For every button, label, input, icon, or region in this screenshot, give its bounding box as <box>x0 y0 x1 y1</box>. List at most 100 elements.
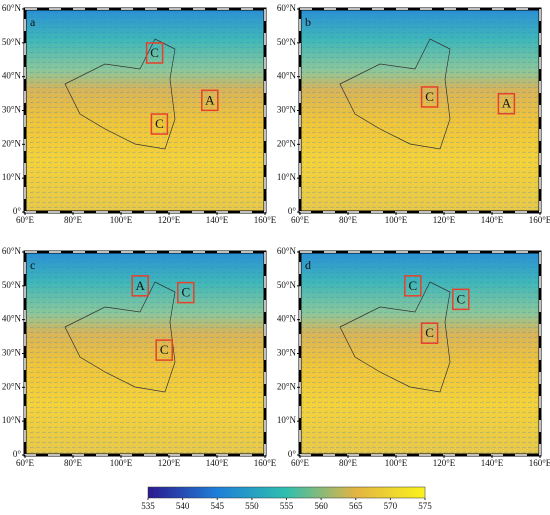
lat-tick-label: 0° <box>288 206 297 216</box>
lat-tick-label: 50°N <box>2 37 22 47</box>
panels: 0° 10°N 20°N 30°N 40°N 50°N 60°N 60°E 80°E 100°E 1… <box>2 3 550 468</box>
map-panel: 0° 10°N 20°N 30°N 40°N 50°N 60°N 60°E 80°E 100°E 1… <box>277 3 550 225</box>
lat-tick-label: 40°N <box>2 314 22 324</box>
lon-tick-label: 80°E <box>64 458 83 468</box>
country-outline <box>339 281 451 393</box>
marker-label: C <box>155 116 164 131</box>
frame-dash <box>299 251 541 456</box>
country-outline <box>64 38 176 150</box>
lat-tick-label: 30°N <box>2 348 22 358</box>
marker-box <box>404 275 422 297</box>
lat-tick-label: 30°N <box>277 105 297 115</box>
frame-dash <box>299 8 541 213</box>
marker-label: C <box>181 285 190 300</box>
colorbar-tick-label: 560 <box>314 501 328 511</box>
panel-label: d <box>305 258 311 272</box>
lat-tick-label: 60°N <box>277 3 297 13</box>
lon-tick-label: 140°E <box>206 215 229 225</box>
frame-dash <box>24 251 266 456</box>
lat-tick-label: 60°N <box>2 3 22 13</box>
marker-box <box>420 86 439 108</box>
marker-box <box>201 89 219 112</box>
marker-box <box>150 113 169 135</box>
marker-label: A <box>205 92 215 107</box>
colorbar-tick-label: 540 <box>176 501 190 511</box>
lon-tick-label: 140°E <box>481 458 504 468</box>
lon-tick-label: 60°E <box>16 458 35 468</box>
lat-tick-label: 40°N <box>2 71 22 81</box>
lon-tick-label: 120°E <box>158 458 181 468</box>
lon-tick-label: 80°E <box>339 458 358 468</box>
map-panel: 0° 10°N 20°N 30°N 40°N 50°N 60°N 60°E 80°E 100°E 1… <box>2 246 277 468</box>
lon-tick-label: 160°E <box>529 215 550 225</box>
wind-vectors <box>25 252 265 455</box>
marker-label: C <box>160 342 169 357</box>
marker-label: A <box>136 278 146 293</box>
panel-label: b <box>305 15 311 29</box>
marker-box <box>155 339 173 361</box>
colorbar-tick-label: 555 <box>280 501 294 511</box>
marker-box <box>497 92 516 115</box>
lon-tick-label: 160°E <box>254 215 277 225</box>
lon-tick-label: 100°E <box>110 458 133 468</box>
lon-tick-label: 140°E <box>206 458 229 468</box>
lat-tick-label: 0° <box>13 206 22 216</box>
colorbar-tick-label: 570 <box>384 501 398 511</box>
lon-tick-label: 100°E <box>110 215 133 225</box>
colorbar-scale <box>147 486 426 499</box>
wind-vectors <box>300 9 540 212</box>
lat-tick-label: 60°N <box>277 246 297 256</box>
panel-label: c <box>30 258 35 272</box>
lat-tick-label: 0° <box>13 449 22 459</box>
marker-box <box>177 281 195 304</box>
marker-label: C <box>425 89 434 104</box>
lat-tick-label: 50°N <box>277 37 297 47</box>
colorbar-tick-label: 545 <box>211 501 225 511</box>
lon-tick-label: 80°E <box>339 215 358 225</box>
lon-tick-label: 60°E <box>291 215 310 225</box>
map-panel: 0° 10°N 20°N 30°N 40°N 50°N 60°N 60°E 80°E 100°E 1… <box>277 246 550 468</box>
lon-tick-label: 160°E <box>529 458 550 468</box>
lat-tick-label: 40°N <box>277 71 297 81</box>
marker-box <box>420 322 439 344</box>
marker-label: C <box>425 325 434 340</box>
lat-tick-label: 50°N <box>277 280 297 290</box>
lat-tick-label: 60°N <box>2 246 22 256</box>
marker-label: C <box>456 291 465 306</box>
map-panel: 0° 10°N 20°N 30°N 40°N 50°N 60°N 60°E 80°E 100°E 1… <box>2 3 277 225</box>
lon-tick-label: 100°E <box>385 215 408 225</box>
wind-vectors <box>300 252 540 455</box>
wind-vectors <box>25 9 265 212</box>
lat-tick-label: 40°N <box>277 314 297 324</box>
marker-box <box>131 275 149 297</box>
lon-tick-label: 100°E <box>385 458 408 468</box>
lat-tick-label: 20°N <box>2 138 22 148</box>
marker-label: C <box>408 278 417 293</box>
lon-tick-label: 120°E <box>433 215 456 225</box>
lat-tick-label: 30°N <box>277 348 297 358</box>
lon-tick-label: 140°E <box>481 215 504 225</box>
colorbar-tick-label: 575 <box>418 501 432 511</box>
lat-tick-label: 10°N <box>277 172 297 182</box>
lat-tick-label: 10°N <box>2 415 22 425</box>
colorbar-tick-label: 550 <box>245 501 259 511</box>
marker-label: A <box>502 96 512 111</box>
marker-label: C <box>150 45 159 60</box>
lat-tick-label: 20°N <box>277 381 297 391</box>
country-outline <box>339 38 451 150</box>
colorbar: 535 540 545 550 555 560 565 570 575 <box>141 486 432 511</box>
marker-box <box>452 288 470 311</box>
lat-tick-label: 20°N <box>2 381 22 391</box>
lon-tick-label: 60°E <box>291 458 310 468</box>
lon-tick-label: 120°E <box>158 215 181 225</box>
marker-box <box>145 42 164 64</box>
lat-tick-label: 20°N <box>277 138 297 148</box>
lon-tick-label: 60°E <box>16 215 35 225</box>
lat-tick-label: 30°N <box>2 105 22 115</box>
lon-tick-label: 160°E <box>254 458 277 468</box>
colorbar-tick-label: 565 <box>349 501 363 511</box>
lat-tick-label: 10°N <box>277 415 297 425</box>
lat-tick-label: 0° <box>288 449 297 459</box>
lon-tick-label: 80°E <box>64 215 83 225</box>
